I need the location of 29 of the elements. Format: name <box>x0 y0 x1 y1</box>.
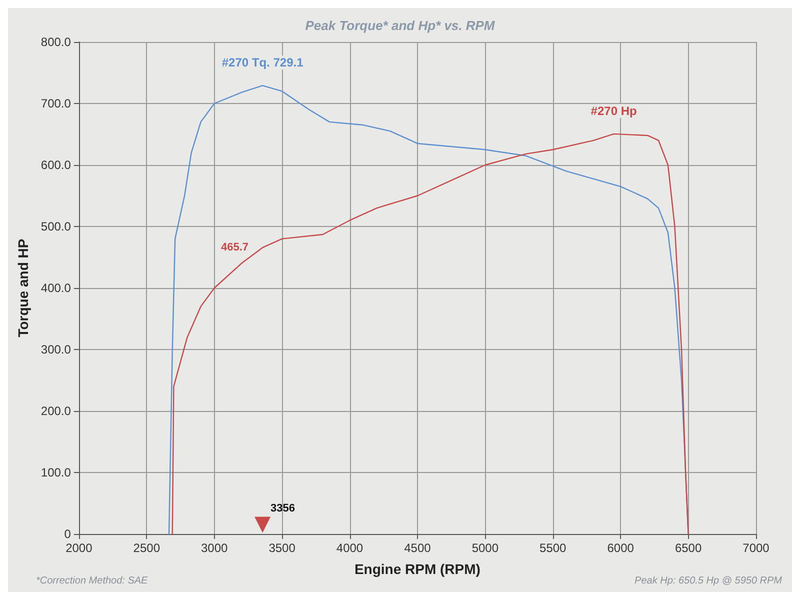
x-tick-label: 3500 <box>268 541 296 555</box>
y-tick-label: 700.0 <box>40 96 72 110</box>
x-axis-title: Engine RPM (RPM) <box>354 561 480 577</box>
x-tick-label: 2000 <box>66 541 93 555</box>
y-tick-label: 100.0 <box>40 466 72 480</box>
y-tick-label: 300.0 <box>40 342 72 356</box>
y-tick-label: 400.0 <box>40 281 72 295</box>
x-tick-label: 7000 <box>742 541 770 555</box>
y-axis-title: Torque and HP <box>15 238 31 338</box>
x-tick-label: 4000 <box>336 541 364 555</box>
annotation: 3356 <box>270 502 296 514</box>
text: Peak Hp: 650.5 Hp @ 5950 RPM <box>634 576 783 586</box>
text: *Correction Method: SAE <box>36 576 148 586</box>
x-tick-label: 6000 <box>607 541 634 555</box>
series-label: #270 Tq. 729.1 <box>222 56 304 70</box>
chart-title: Peak Torque* and Hp* vs. RPM <box>305 18 496 33</box>
x-tick-label: 5000 <box>472 541 499 555</box>
annotation: 465.7 <box>221 242 249 254</box>
x-tick-label: 4500 <box>404 541 432 555</box>
y-tick-label: 800.0 <box>40 35 72 49</box>
y-tick-label: 200.0 <box>40 404 72 418</box>
x-tick-label: 2500 <box>133 541 160 555</box>
x-tick-label: 5500 <box>540 541 567 555</box>
y-tick-label: 500.0 <box>40 220 72 234</box>
y-tick-label: 0 <box>64 527 72 541</box>
x-tick-label: 6500 <box>674 541 702 555</box>
series-label: #270 Hp <box>590 104 637 118</box>
y-tick-label: 600.0 <box>40 158 72 172</box>
x-tick-label: 3000 <box>200 541 228 555</box>
